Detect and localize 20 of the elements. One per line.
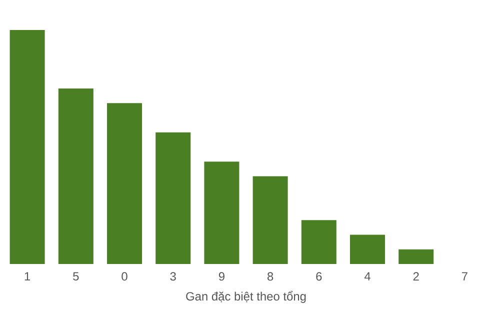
bar xyxy=(58,88,94,264)
bar xyxy=(156,132,191,264)
x-tick-label: 1 xyxy=(24,272,30,280)
x-tick-label: 8 xyxy=(267,272,274,281)
x-tick-label: 7 xyxy=(462,272,468,280)
x-tick-label: 3 xyxy=(170,272,176,281)
bar xyxy=(301,220,336,264)
bar xyxy=(10,30,45,264)
bar xyxy=(398,249,434,264)
x-tick-label: 2 xyxy=(413,272,419,281)
x-tick-label: 4 xyxy=(364,272,370,280)
bar xyxy=(107,103,142,264)
x-tick-label: 6 xyxy=(316,272,322,281)
bar xyxy=(204,162,240,264)
x-tick-label: 9 xyxy=(218,272,224,281)
x-axis-title: Gan đặc biệt theo tổng xyxy=(186,290,306,303)
x-tick-label: 5 xyxy=(73,272,79,281)
bar xyxy=(252,176,288,264)
x-tick-label: 0 xyxy=(122,272,128,281)
bar xyxy=(350,234,386,264)
